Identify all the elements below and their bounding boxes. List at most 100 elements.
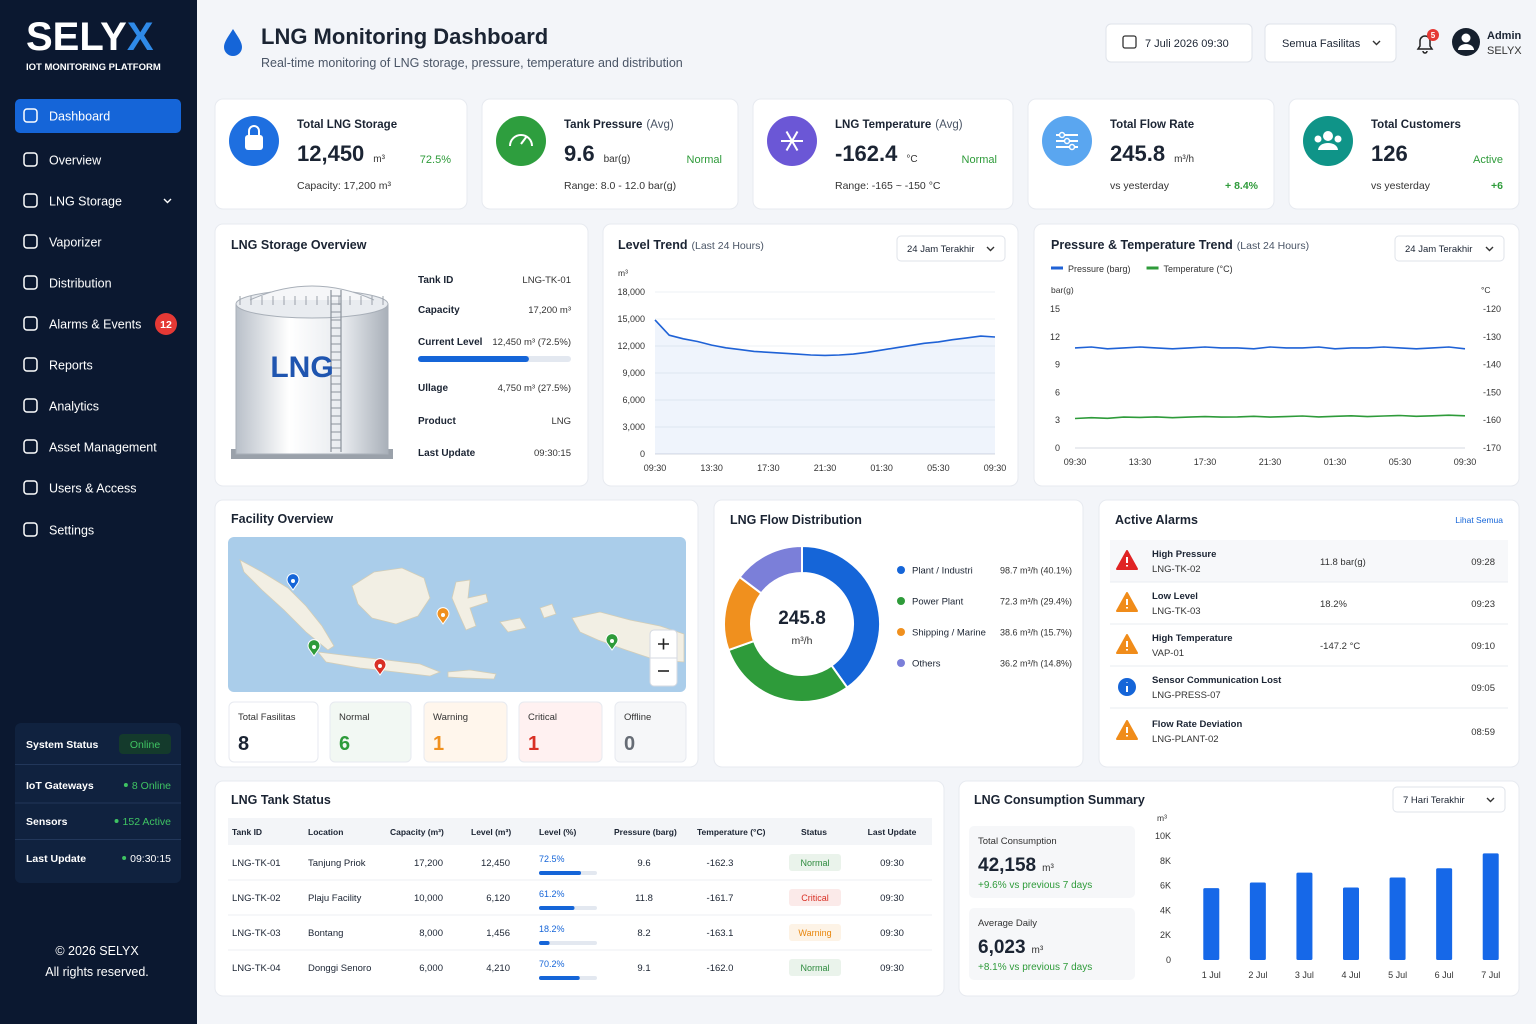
kpi-badge: Normal	[962, 154, 997, 166]
y-tick-label: 4K	[1160, 905, 1171, 915]
menu-active[interactable]	[15, 99, 181, 133]
status-badge	[789, 889, 841, 906]
legend-label: Plant / Industri	[912, 566, 973, 577]
icon-glyph	[1058, 131, 1066, 139]
dropdown[interactable]	[1392, 786, 1506, 813]
x-tick-label: 09:30	[1454, 457, 1477, 467]
axis-unit: m³	[618, 268, 628, 278]
icon-glyph	[1318, 143, 1338, 150]
date-picker[interactable]	[1105, 23, 1253, 63]
column-header: Tank ID	[232, 827, 262, 837]
card	[214, 98, 468, 210]
menu-badge	[155, 313, 177, 335]
cell: LNG-TK-04	[232, 963, 281, 974]
kpi-value: 12,450	[297, 141, 364, 166]
bar	[1203, 888, 1220, 960]
kpi-badge: Active	[1473, 154, 1503, 166]
data-label: 98.7 m³/h (40.1%)	[1000, 566, 1072, 576]
card	[481, 98, 739, 210]
dropdown[interactable]	[896, 235, 1006, 262]
alarm-name: Sensor Communication Lost	[1152, 675, 1282, 686]
kpi-unit: m³	[373, 154, 385, 165]
cell: 61.2%	[539, 889, 565, 899]
user-org: SELYX	[1487, 45, 1522, 57]
copyright: © 2026 SELYX	[55, 944, 139, 958]
level-bar	[539, 906, 575, 910]
legend-label: Others	[912, 659, 941, 670]
x-tick-label: 1 Jul	[1202, 970, 1221, 980]
status-label: Last Update	[26, 853, 86, 865]
tank-dome	[249, 285, 375, 301]
count-value: 8	[238, 733, 249, 755]
alarm-time: 08:59	[1471, 727, 1495, 738]
x-tick-label: 13:30	[1129, 457, 1152, 467]
page-subtitle: Real-time monitoring of LNG storage, pre…	[261, 56, 683, 70]
menu-icon	[23, 522, 38, 537]
chevron	[986, 246, 995, 252]
y-tick-label: 6	[1055, 387, 1060, 397]
y-tick-label: 18,000	[617, 287, 645, 297]
status-badge	[789, 924, 841, 941]
alarm-id: LNG-TK-03	[1152, 606, 1201, 617]
count-value: 1	[433, 733, 444, 755]
status-value: Online	[130, 739, 161, 751]
summary-unit: m³	[1042, 863, 1054, 874]
count-value: 1	[528, 733, 539, 755]
summary-value: 42,158	[978, 855, 1036, 876]
cell: LNG-TK-03	[232, 928, 281, 939]
y-tick-label: 8K	[1160, 856, 1171, 866]
y-tick-label: 15	[1050, 304, 1060, 314]
alarm-value: 11.8 bar(g)	[1320, 557, 1366, 568]
status-value: 8 Online	[132, 780, 171, 792]
island	[447, 669, 497, 680]
count-label: Total Fasilitas	[238, 712, 296, 723]
y-tick-label: 9,000	[622, 368, 645, 378]
notification-badge	[1427, 29, 1439, 41]
data-label: 72.3 m³/h (29.4%)	[1000, 597, 1072, 607]
kpi-value: 9.6	[564, 141, 595, 166]
alarm-value: 18.2%	[1320, 599, 1347, 610]
axis-unit: °C	[1481, 285, 1491, 295]
status-text: Normal	[800, 963, 829, 973]
dropdown[interactable]	[1394, 235, 1505, 262]
card	[1033, 223, 1520, 487]
facility-select[interactable]	[1264, 23, 1397, 63]
tank-body	[235, 303, 389, 455]
kpi-title: Total LNG Storage	[297, 119, 397, 131]
card-title: Level Trend	[618, 238, 687, 252]
kpi-title: Tank Pressure	[564, 119, 642, 131]
line	[654, 319, 996, 357]
cell: 10,000	[414, 893, 443, 904]
cell: 6,000	[419, 963, 443, 974]
y2-tick-label: -120	[1483, 304, 1501, 314]
summary-box	[969, 908, 1135, 980]
copyright: All rights reserved.	[45, 965, 149, 979]
island	[239, 559, 335, 651]
y-tick-label: 12	[1050, 332, 1060, 342]
link[interactable]: Lihat Semua	[1455, 515, 1503, 525]
card-title: LNG Storage Overview	[231, 238, 367, 252]
bell-icon[interactable]	[1416, 35, 1434, 54]
column-header: Location	[308, 827, 343, 837]
kpi-change: +6	[1491, 180, 1503, 192]
tank-label: LNG	[270, 351, 333, 384]
line	[1074, 414, 1466, 420]
y-tick-label: 3	[1055, 415, 1060, 425]
zoom-in[interactable]	[658, 638, 669, 650]
menu-item: Dashboard	[49, 110, 110, 124]
count-card	[329, 701, 412, 763]
y2-tick-label: -160	[1483, 415, 1501, 425]
status-text: Normal	[800, 858, 829, 868]
field-value: 09:30:15	[534, 448, 571, 459]
menu-item: Reports	[49, 359, 93, 373]
kpi-qualifier: (Avg)	[935, 119, 962, 131]
count-value: 6	[339, 733, 350, 755]
alarm-name: Flow Rate Deviation	[1152, 719, 1242, 730]
map	[228, 537, 686, 692]
alarm-name: High Pressure	[1152, 549, 1216, 560]
count-value: 0	[624, 733, 635, 755]
status-value: 152 Active	[123, 816, 172, 828]
y2-tick-label: -140	[1483, 360, 1501, 370]
x-tick-label: 4 Jul	[1341, 970, 1360, 980]
kpi-unit: °C	[906, 154, 917, 165]
